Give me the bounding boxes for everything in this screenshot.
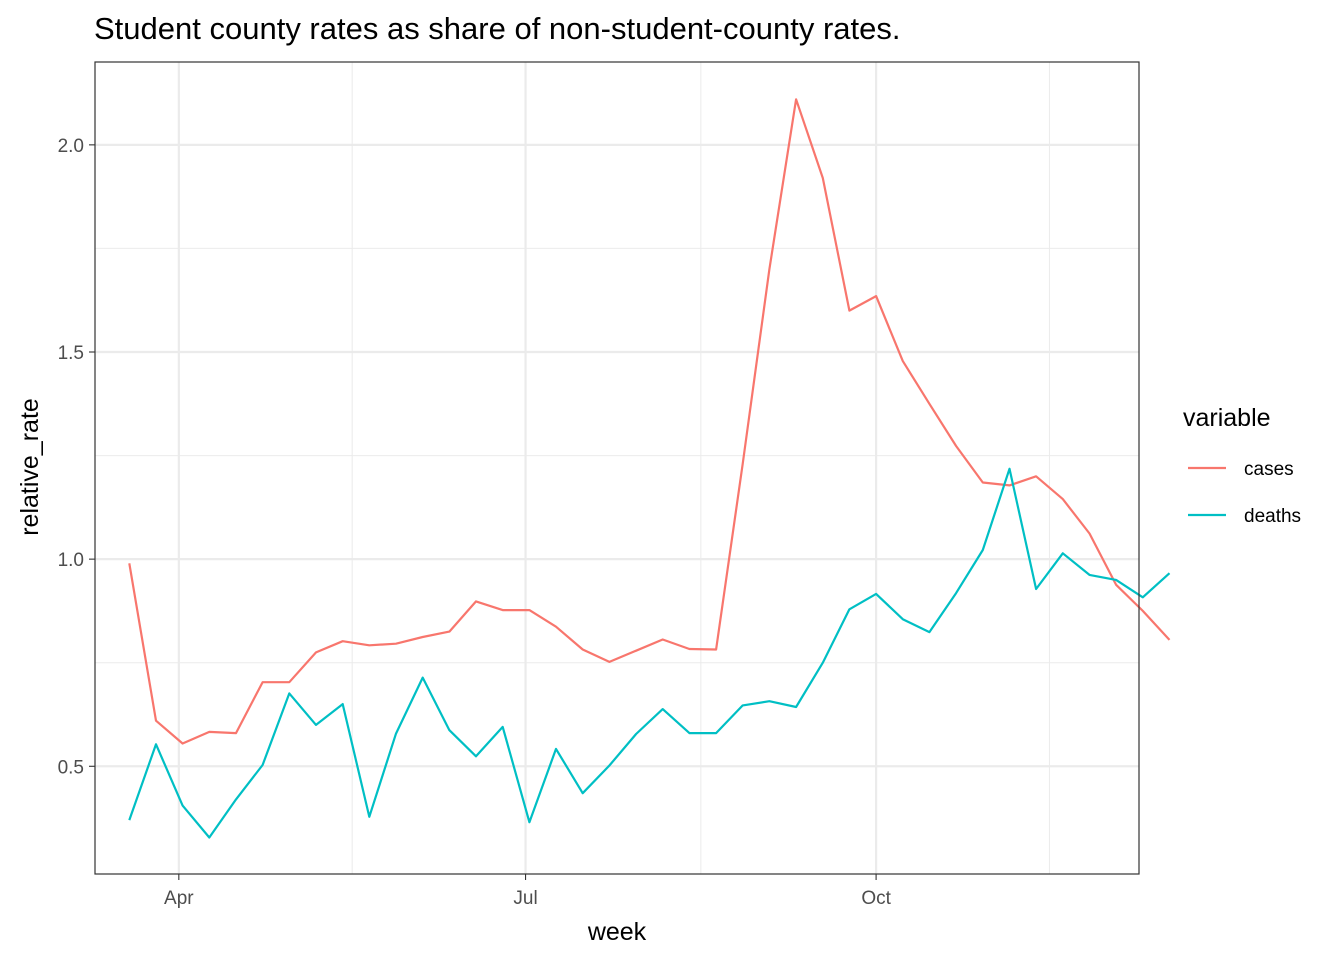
plot-panel [95, 62, 1139, 874]
legend-label-deaths: deaths [1244, 506, 1301, 527]
legend-title: variable [1183, 404, 1271, 432]
y-tick-label: 1.5 [58, 343, 84, 364]
grid-lines [95, 62, 1139, 874]
series-line-deaths [128, 467, 1171, 839]
x-axis-title: week [587, 918, 647, 946]
legend: variable cases deaths [1183, 404, 1301, 527]
x-tick-label: Oct [861, 888, 891, 909]
chart-title: Student county rates as share of non-stu… [94, 11, 900, 46]
y-tick-label: 2.0 [58, 136, 84, 157]
y-tick-label: 1.0 [58, 550, 84, 571]
x-tick-label: Apr [164, 888, 194, 909]
axes: 0.5 1.0 1.5 2.0 Apr Jul Oct [58, 136, 892, 909]
legend-label-cases: cases [1244, 459, 1294, 480]
y-axis-title: relative_rate [16, 398, 44, 536]
x-tick-label: Jul [513, 888, 537, 909]
series-lines [128, 98, 1171, 839]
plot-border [94, 61, 1140, 875]
series-line-cases [128, 98, 1171, 745]
y-tick-label: 0.5 [58, 757, 84, 778]
